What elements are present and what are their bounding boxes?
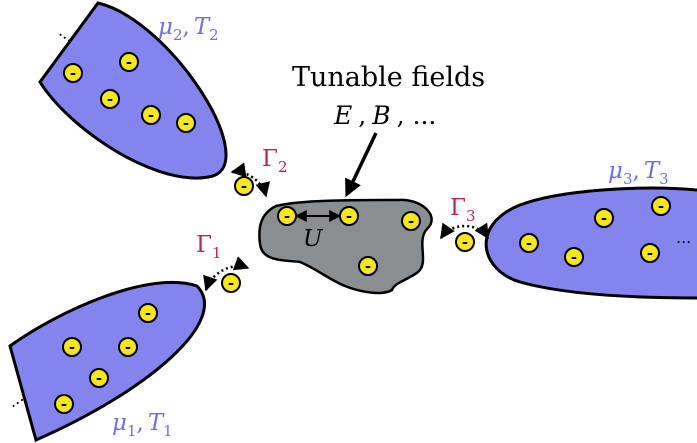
electrons: - - - - - - - - - - - - - - - - - - - - … [54, 52, 671, 414]
svg-text:-: - [107, 90, 113, 108]
electron: - [594, 208, 614, 228]
electron: - [564, 247, 584, 267]
svg-text:-: - [145, 304, 151, 322]
svg-text:-: - [148, 106, 154, 124]
tunable-fields-title: Tunable fields [292, 62, 485, 93]
svg-text:-: - [183, 114, 189, 132]
svg-text:-: - [658, 197, 664, 215]
gamma-3-label: Γ3 [450, 195, 476, 225]
lead-3-dots: ... [676, 228, 691, 247]
svg-text:-: - [241, 177, 247, 195]
electron: - [221, 273, 241, 293]
electron: - [455, 232, 475, 252]
lead-1-bottom-left: ... [3, 280, 206, 443]
lead-2-top-left: ... [38, 1, 228, 180]
svg-text:-: - [228, 274, 234, 292]
electron: - [176, 113, 196, 133]
tunnel-arrow-3 [439, 222, 490, 240]
field-arrow [345, 132, 378, 198]
lead-2-reservoir [38, 1, 228, 180]
svg-text:-: - [346, 207, 352, 225]
electron: - [277, 206, 297, 226]
svg-text:-: - [408, 212, 414, 230]
lead-3-reservoir [484, 186, 697, 300]
svg-text:-: - [571, 248, 577, 266]
tunable-fields-symbols: E, B,... [333, 101, 436, 130]
interaction-label: U [303, 226, 324, 252]
electron: - [651, 196, 671, 216]
electron: - [358, 256, 378, 276]
quantum-dot [258, 198, 433, 295]
electron: - [401, 211, 421, 231]
svg-text:-: - [284, 207, 290, 225]
svg-text:-: - [96, 369, 102, 387]
electron: - [118, 337, 138, 357]
lead-2-label: μ2, T2 [158, 14, 219, 44]
lead-1-label: μ1, T1 [112, 410, 173, 440]
electron: - [63, 63, 83, 83]
electron: - [138, 303, 158, 323]
electron: - [141, 105, 161, 125]
svg-text:-: - [462, 233, 468, 251]
tunnel-arrow-2 [230, 162, 270, 198]
svg-text:-: - [69, 338, 75, 356]
electron: - [640, 243, 660, 263]
svg-text:-: - [126, 53, 132, 71]
lead-3-label: μ3, T3 [608, 158, 669, 188]
electron: - [62, 337, 82, 357]
electron: - [89, 368, 109, 388]
electron: - [100, 89, 120, 109]
svg-text:-: - [647, 244, 653, 262]
electron: - [234, 176, 254, 196]
svg-text:-: - [61, 395, 67, 413]
svg-text:-: - [70, 64, 76, 82]
lead-3-right: ... [484, 186, 697, 300]
svg-text:-: - [526, 234, 532, 252]
electron: - [119, 52, 139, 72]
lead-1-reservoir [8, 280, 206, 443]
electron: - [339, 206, 359, 226]
electron: - [54, 394, 74, 414]
svg-text:-: - [601, 209, 607, 227]
electron: - [519, 233, 539, 253]
gamma-1-label: Γ1 [196, 232, 222, 262]
svg-text:-: - [125, 338, 131, 356]
svg-text:-: - [365, 257, 371, 275]
gamma-2-label: Γ2 [262, 146, 288, 176]
